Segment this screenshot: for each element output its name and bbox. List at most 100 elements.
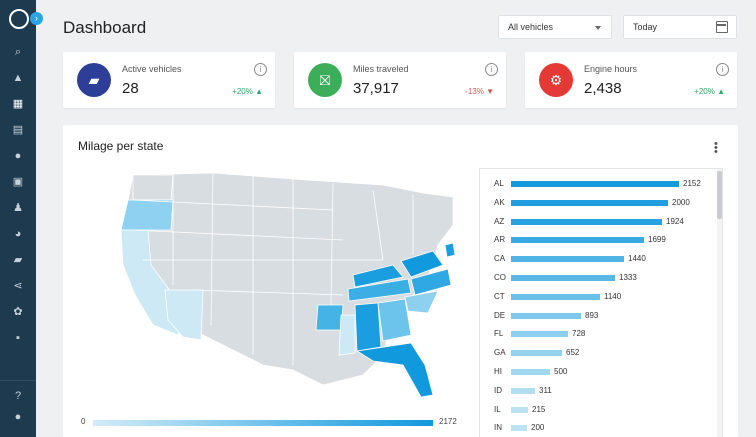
map-state-mississippi [338,314,356,356]
bar [511,237,644,244]
arrow-down-icon: ▼ [486,87,494,96]
share-icon[interactable]: ⋖ [13,280,23,292]
legend-max: 2172 [439,417,457,426]
bar-label: GA [494,348,506,358]
report-icon[interactable]: ▣ [12,176,24,188]
sidebar-toggle-button[interactable]: › [30,12,43,25]
truck-icon[interactable]: ▰ [13,254,23,266]
bar-row-in[interactable]: IN 200 [480,421,714,435]
bar-value: 1699 [648,235,666,245]
bar [511,369,550,375]
chevron-down-icon [595,26,601,30]
page-title: Dashboard [63,18,147,37]
bar-value: 1924 [666,216,684,226]
bar-label: CA [494,254,506,264]
vehicle-select-value: All vehicles [508,22,554,32]
arrow-up-icon: ▲ [717,87,725,96]
bar-row-al[interactable]: AL 2152 [480,177,714,191]
kpi-card-active-vehicles: ▰ Active vehicles 28 i +20% ▲ [63,52,275,108]
gear-icon[interactable]: ✿ [13,306,23,318]
map-state-washington [132,174,174,201]
color-legend: 0 2172 [81,417,465,431]
map-state-georgia [377,298,412,342]
bar [511,218,662,225]
kpi-value: 37,917 [353,80,399,97]
kpi-change: +20% ▲ [232,87,263,96]
scrollbar-thumb[interactable] [717,171,722,219]
scrollbar-track[interactable] [717,169,722,437]
legend-gradient [93,420,433,426]
kpi-change-value: -13% [465,87,484,96]
kpi-value: 2,438 [584,80,622,97]
bar-label: AZ [494,216,505,226]
kpi-change-value: +20% [694,87,715,96]
engine-icon: ⚙ [539,63,573,97]
bar-value: 1440 [628,254,646,264]
users-icon[interactable]: ♟ [13,202,23,214]
map-state-north-carolina [410,268,452,296]
bar [511,293,600,300]
bar-row-id[interactable]: ID 311 [480,384,714,398]
bar-row-ct[interactable]: CT 1140 [480,290,714,304]
bar-label: CT [494,291,505,301]
bell-icon[interactable]: ▲ [12,72,24,84]
account-icon[interactable]: ● [14,411,22,423]
date-picker[interactable]: Today [623,15,737,39]
map-state-delaware [444,242,456,258]
sidebar-divider [0,380,36,381]
bar [511,406,528,413]
bar-row-ga[interactable]: GA 652 [480,346,714,360]
bar [511,199,668,206]
bar-label: HI [494,367,502,376]
bar [511,387,535,394]
mileage-panel: Milage per state • • • [63,125,738,437]
bar-label: AL [494,179,504,188]
map-state-tennessee [347,278,412,302]
more-options-icon[interactable]: • • • [714,138,718,158]
bar-row-ar[interactable]: AR 1699 [480,233,714,247]
garage-icon[interactable]: ▦ [12,98,24,110]
map-state-south-carolina [404,290,439,314]
bar-label: IL [494,404,501,414]
bar [511,312,581,319]
bar-row-de[interactable]: DE 893 [480,309,714,323]
info-icon[interactable]: i [254,63,267,76]
bar-label: AK [494,197,505,207]
bar-value: 652 [566,348,580,358]
truck-icon: ▰ [77,63,111,97]
bar-row-co[interactable]: CO 1333 [480,271,714,285]
sidebar: › ⌕ ▲ ▦ ▤ ● ▣ ♟ ◕ ▰ ⋖ ✿ ▪ ? ● [0,0,43,437]
map-state-florida [355,342,434,398]
bar-label: DE [494,310,506,320]
bar [511,275,615,281]
bar-row-hi[interactable]: HI 500 [480,365,714,379]
kpi-label: Active vehicles [122,64,182,74]
map-state-virginia [400,250,444,278]
help-icon[interactable]: ? [14,390,22,402]
bar [511,350,562,357]
vehicle-select[interactable]: All vehicles [498,15,612,39]
bar-label: ID [494,385,502,395]
kpi-change-value: +20% [232,87,253,96]
bar-row-il[interactable]: IL 215 [480,403,714,417]
feedback-icon[interactable]: ▪ [16,332,20,344]
bar-row-ca[interactable]: CA 1440 [480,252,714,266]
pin-icon[interactable]: ● [14,150,22,162]
map-icon[interactable]: ▤ [12,124,24,136]
map-state-borders [132,172,414,365]
arrow-up-icon: ▲ [255,87,263,96]
search-icon[interactable]: ⌕ [14,46,22,58]
bar-row-az[interactable]: AZ 1924 [480,215,714,229]
bar-label: AR [494,235,506,245]
legend-min: 0 [81,417,86,426]
kpi-card-miles-traveled: ⛝ Miles traveled 37,917 i -13% ▼ [294,52,506,108]
bar-value: 2152 [683,179,701,188]
map-state-kentucky [352,264,404,288]
info-icon[interactable]: i [485,63,498,76]
bar-row-fl[interactable]: FL 728 [480,327,714,341]
bar [511,331,568,338]
pie-icon[interactable]: ◕ [14,228,22,240]
info-icon[interactable]: i [716,63,729,76]
bar-value: 500 [554,367,568,376]
bar-row-ak[interactable]: AK 2000 [480,196,714,210]
